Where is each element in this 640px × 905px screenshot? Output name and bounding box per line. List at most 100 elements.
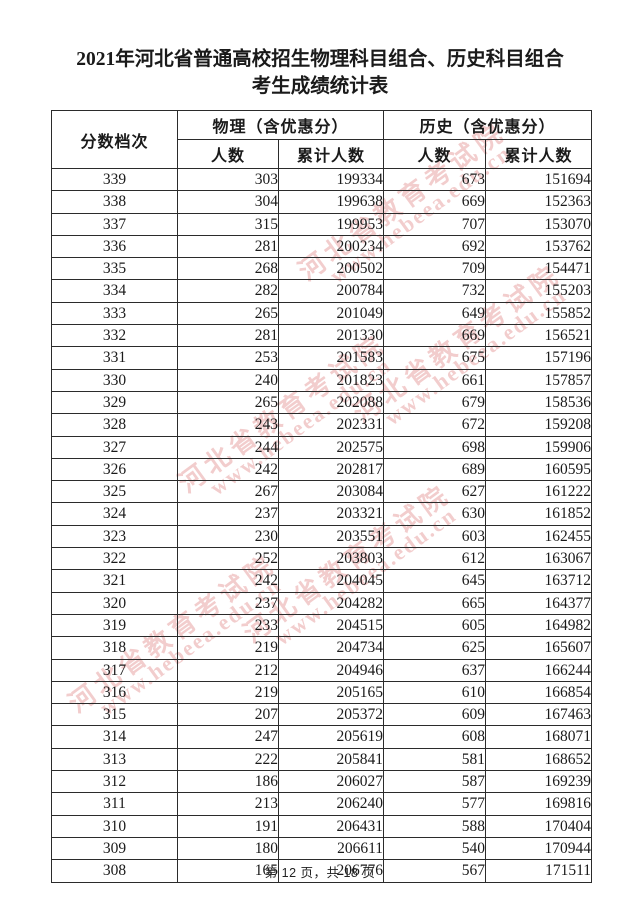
cell-history-cumulative: 153762	[485, 234, 593, 259]
table-row: 309 180 206611 540 170944	[51, 836, 593, 861]
cell-history-count: 675	[383, 346, 487, 370]
cell-history-count: 645	[383, 569, 487, 593]
cell-physics-cumulative: 201583	[277, 346, 385, 370]
cell-history-count: 692	[383, 234, 487, 259]
cell-physics-count: 191	[177, 814, 279, 838]
cell-score-band: 318	[51, 636, 178, 660]
cell-physics-cumulative: 205841	[277, 747, 385, 772]
cell-score-band: 309	[51, 836, 178, 861]
cell-physics-count: 237	[177, 591, 279, 615]
table-row: 335 268 200502 709 154471	[51, 257, 593, 281]
cell-score-band: 331	[51, 346, 178, 370]
cell-history-count: 610	[383, 680, 487, 705]
cell-history-cumulative: 153070	[485, 212, 593, 236]
cell-score-band: 334	[51, 279, 178, 303]
cell-score-band: 312	[51, 770, 178, 794]
cell-physics-cumulative: 199638	[277, 190, 385, 214]
cell-physics-count: 222	[177, 747, 279, 772]
cell-history-cumulative: 170944	[485, 836, 593, 861]
table-row: 312 186 206027 587 169239	[51, 770, 593, 794]
column-group-header-physics: 物理（含优惠分）	[176, 110, 385, 140]
cell-score-band: 328	[51, 413, 178, 437]
cell-history-count: 672	[383, 413, 487, 437]
cell-score-band: 314	[51, 725, 178, 749]
cell-history-cumulative: 164982	[485, 613, 593, 638]
table-row: 330 240 201823 661 157857	[51, 368, 593, 392]
column-header-history-count: 人数	[383, 139, 487, 169]
cell-history-count: 707	[383, 212, 487, 236]
cell-history-cumulative: 158536	[485, 390, 593, 415]
table-row: 328 243 202331 672 159208	[51, 413, 593, 437]
cell-score-band: 315	[51, 703, 178, 727]
table-row: 334 282 200784 732 155203	[51, 279, 593, 303]
cell-physics-cumulative: 205619	[277, 725, 385, 749]
page-title-line-1: 2021年河北省普通高校招生物理科目组合、历史科目组合	[76, 49, 564, 70]
page-title: 2021年河北省普通高校招生物理科目组合、历史科目组合 考生成绩统计表	[0, 46, 640, 100]
cell-physics-cumulative: 201823	[277, 368, 385, 392]
cell-physics-count: 252	[177, 547, 279, 571]
cell-physics-cumulative: 202817	[277, 457, 385, 482]
cell-score-band: 338	[51, 190, 178, 214]
table-row: 338 304 199638 669 152363	[51, 190, 593, 214]
cell-physics-count: 304	[177, 190, 279, 214]
cell-history-count: 673	[383, 167, 487, 192]
table-head: 分数档次 物理（含优惠分） 历史（含优惠分） 人数 累计人数 人数 累计人数	[51, 110, 593, 169]
cell-history-count: 709	[383, 257, 487, 281]
cell-physics-cumulative: 202575	[277, 435, 385, 459]
cell-physics-cumulative: 206240	[277, 792, 385, 816]
cell-score-band: 323	[51, 524, 178, 549]
cell-score-band: 339	[51, 167, 178, 192]
cell-physics-count: 240	[177, 368, 279, 392]
cell-score-band: 319	[51, 613, 178, 638]
cell-score-band: 336	[51, 234, 178, 259]
cell-score-band: 327	[51, 435, 178, 459]
cell-physics-count: 219	[177, 680, 279, 705]
cell-physics-cumulative: 201049	[277, 301, 385, 326]
score-statistics-table: 分数档次 物理（含优惠分） 历史（含优惠分） 人数 累计人数 人数 累计人数 3…	[51, 110, 593, 883]
cell-physics-count: 219	[177, 636, 279, 660]
cell-history-cumulative: 169816	[485, 792, 593, 816]
cell-physics-count: 281	[177, 324, 279, 348]
cell-history-count: 669	[383, 324, 487, 348]
cell-history-count: 612	[383, 547, 487, 571]
table-row: 317 212 204946 637 166244	[51, 658, 593, 682]
cell-score-band: 324	[51, 502, 178, 526]
cell-physics-cumulative: 205165	[277, 680, 385, 705]
table-row: 327 244 202575 698 159906	[51, 435, 593, 459]
cell-score-band: 332	[51, 324, 178, 348]
cell-history-cumulative: 157196	[485, 346, 593, 370]
cell-physics-cumulative: 204045	[277, 569, 385, 593]
cell-physics-cumulative: 203084	[277, 480, 385, 504]
cell-score-band: 330	[51, 368, 178, 392]
table-row: 308 165 206776 567 171511	[51, 859, 593, 883]
cell-score-band: 337	[51, 212, 178, 236]
cell-physics-cumulative: 204282	[277, 591, 385, 615]
cell-history-count: 689	[383, 457, 487, 482]
table-row: 313 222 205841 581 168652	[51, 747, 593, 772]
cell-physics-count: 230	[177, 524, 279, 549]
cell-physics-count: 303	[177, 167, 279, 192]
cell-physics-cumulative: 203321	[277, 502, 385, 526]
cell-history-count: 609	[383, 703, 487, 727]
cell-history-cumulative: 169239	[485, 770, 593, 794]
cell-physics-count: 165	[177, 859, 279, 883]
table-header-row-groups: 分数档次 物理（含优惠分） 历史（含优惠分）	[51, 110, 593, 169]
table-body: 339 303 199334 673 151694 338 304 199638 669 1523…	[51, 167, 593, 883]
table-row: 310 191 206431 588 170404	[51, 814, 593, 838]
cell-history-count: 649	[383, 301, 487, 326]
cell-history-cumulative: 157857	[485, 368, 593, 392]
cell-physics-cumulative: 203551	[277, 524, 385, 549]
table-row: 333 265 201049 649 155852	[51, 301, 593, 326]
column-header-score-band: 分数档次	[51, 110, 178, 169]
table-row: 316 219 205165 610 166854	[51, 680, 593, 705]
table-row: 326 242 202817 689 160595	[51, 457, 593, 482]
cell-history-cumulative: 151694	[485, 167, 593, 192]
cell-history-cumulative: 165607	[485, 636, 593, 660]
cell-history-count: 627	[383, 480, 487, 504]
table-row: 331 253 201583 675 157196	[51, 346, 593, 370]
column-header-history-cumulative: 累计人数	[485, 139, 593, 169]
table-row: 311 213 206240 577 169816	[51, 792, 593, 816]
cell-physics-count: 207	[177, 703, 279, 727]
cell-physics-cumulative: 206776	[277, 859, 385, 883]
cell-history-count: 630	[383, 502, 487, 526]
